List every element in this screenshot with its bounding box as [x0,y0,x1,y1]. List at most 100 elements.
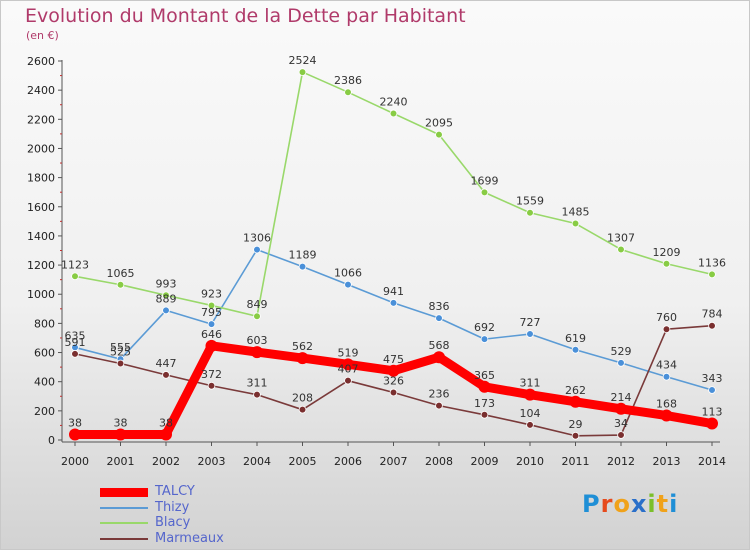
logo-letter: t [656,490,670,518]
data-label-blacy: 1136 [698,256,726,269]
chart-subtitle: (en €) [26,29,59,42]
x-tick-label: 2002 [152,455,180,468]
data-label-thizy: 1189 [289,249,317,262]
data-point-marmeaux [435,401,443,410]
y-tick-label: 1600 [27,201,55,214]
data-label-talcy: 646 [201,328,222,341]
legend-swatch [100,506,148,509]
data-label-blacy: 2524 [289,54,317,67]
data-label-marmeaux: 407 [338,363,359,376]
data-label-thizy: 727 [520,316,541,329]
proxiti-logo: Proxiti [582,490,678,518]
data-label-blacy: 993 [156,277,177,290]
data-point-talcy [251,346,263,359]
data-point-talcy [342,358,354,371]
data-label-marmeaux: 34 [614,417,628,430]
y-tick-label: 600 [34,347,55,360]
y-tick-label: 1400 [27,230,55,243]
y-tick-label: 0 [48,434,55,447]
x-tick-label: 2005 [289,455,317,468]
data-point-marmeaux [344,376,352,385]
data-point-thizy [435,314,443,322]
data-point-talcy [205,339,218,352]
data-point-blacy [162,291,170,300]
x-tick-label: 2001 [107,455,135,468]
data-point-talcy [433,351,445,364]
data-point-blacy [617,245,625,254]
data-label-talcy: 365 [474,369,495,382]
x-tick-label: 2004 [243,455,271,468]
data-label-blacy: 2240 [380,95,408,108]
x-tick-label: 2006 [334,455,362,468]
data-label-thizy: 555 [110,341,131,354]
data-label-thizy: 1306 [243,232,271,245]
data-point-thizy [162,306,170,315]
data-label-talcy: 562 [292,340,313,353]
data-label-blacy: 1123 [61,258,89,271]
data-point-marmeaux [207,381,216,390]
data-point-blacy [708,270,716,279]
data-label-thizy: 529 [611,345,632,358]
data-point-marmeaux [298,405,307,414]
data-label-talcy: 168 [656,398,677,411]
data-label-marmeaux: 173 [474,397,495,410]
x-tick-label: 2003 [198,455,226,468]
data-point-blacy [116,280,125,289]
data-label-marmeaux: 104 [520,407,541,420]
legend-label: Blacy [155,515,191,530]
logo-letter: i [669,490,679,518]
data-point-marmeaux [71,350,79,358]
legend-swatch [100,487,148,497]
legend-label: Marmeaux [155,530,224,546]
data-label-blacy: 1065 [107,267,135,280]
logo-letter: i [647,490,657,518]
x-tick-label: 2008 [425,455,453,468]
y-tick-label: 2400 [27,84,55,97]
data-point-thizy [708,386,716,394]
data-label-thizy: 836 [429,300,450,313]
chart-title: Evolution du Montant de la Dette par Hab… [25,5,466,27]
data-label-blacy: 849 [247,298,268,311]
data-point-thizy [298,262,307,271]
data-label-thizy: 692 [474,321,495,334]
data-point-blacy [344,88,352,96]
logo-letter: o [613,490,631,518]
data-label-talcy: 262 [565,384,586,397]
data-label-blacy: 2095 [425,117,453,130]
data-point-blacy [207,301,216,310]
y-tick-label: 1000 [27,288,55,301]
data-point-blacy [71,272,79,281]
data-point-talcy [387,364,400,377]
data-label-blacy: 1307 [607,231,635,244]
data-point-thizy [526,330,534,338]
data-label-talcy: 214 [611,391,632,404]
y-tick-label: 800 [34,317,55,330]
logo-letter: x [630,490,648,518]
data-point-blacy [298,68,307,76]
data-label-thizy: 941 [383,285,404,298]
data-point-thizy [617,359,625,367]
legend-swatch [100,537,148,540]
x-tick-label: 2013 [653,455,681,468]
data-point-marmeaux [571,431,580,440]
data-label-blacy: 1209 [653,246,681,259]
data-point-talcy [160,428,172,441]
data-point-marmeaux [708,321,716,330]
data-label-blacy: 923 [201,287,222,300]
data-label-thizy: 889 [156,292,177,305]
data-label-talcy: 38 [68,416,82,429]
y-tick-label: 1200 [27,259,55,272]
data-point-thizy [480,335,489,343]
data-label-marmeaux: 208 [292,392,313,405]
data-label-marmeaux: 236 [429,388,450,401]
data-point-marmeaux [253,390,261,399]
data-label-marmeaux: 525 [110,345,131,358]
data-point-marmeaux [116,359,125,368]
data-point-thizy [389,299,398,307]
data-label-talcy: 519 [338,346,359,359]
data-label-marmeaux: 447 [156,357,177,370]
data-point-talcy [69,428,81,441]
data-point-marmeaux [526,421,534,429]
data-label-thizy: 1066 [334,267,362,280]
legend-swatch [100,522,148,524]
